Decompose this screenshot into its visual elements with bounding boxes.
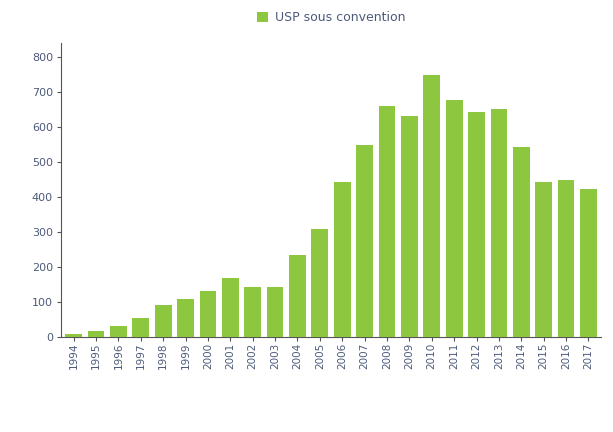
Bar xyxy=(379,106,395,337)
Bar xyxy=(580,189,597,337)
Bar xyxy=(267,287,283,337)
Bar xyxy=(199,291,216,337)
Bar xyxy=(65,334,82,337)
Bar xyxy=(132,318,149,337)
Bar xyxy=(154,305,172,337)
Legend: USP sous convention: USP sous convention xyxy=(257,11,405,24)
Bar xyxy=(490,109,508,337)
Bar xyxy=(88,330,104,337)
Bar xyxy=(245,287,261,337)
Bar xyxy=(222,278,238,337)
Bar xyxy=(356,145,373,337)
Bar xyxy=(401,116,417,337)
Bar xyxy=(289,255,306,337)
Bar xyxy=(535,182,552,337)
Bar xyxy=(424,75,440,337)
Bar xyxy=(334,182,351,337)
Bar xyxy=(177,299,194,337)
Bar xyxy=(446,100,463,337)
Bar xyxy=(311,229,328,337)
Bar xyxy=(558,180,574,337)
Bar xyxy=(513,147,530,337)
Bar xyxy=(110,327,127,337)
Bar xyxy=(468,112,485,337)
